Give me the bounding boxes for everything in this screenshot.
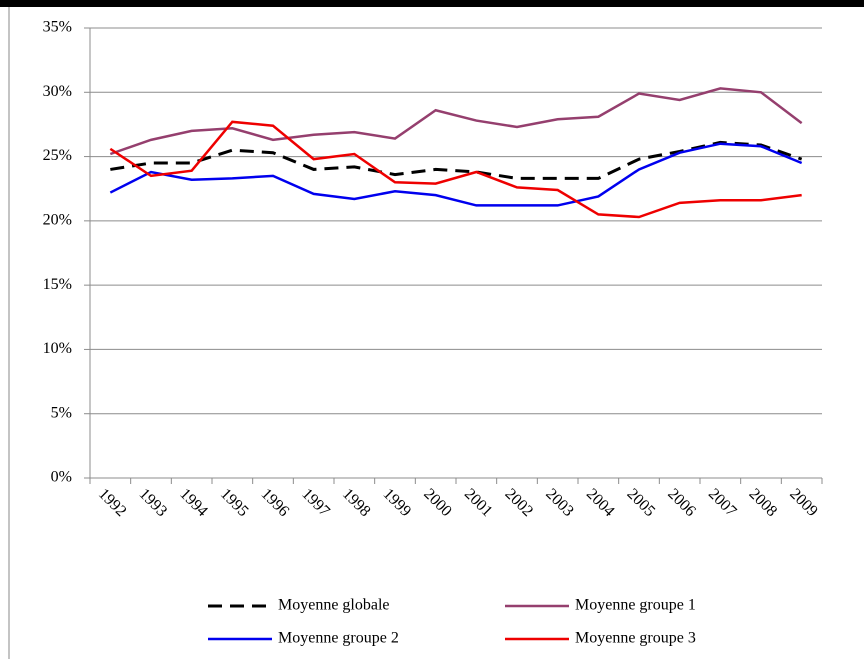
- legend-label: Moyenne globale: [278, 597, 390, 614]
- legend-label: Moyenne groupe 2: [278, 630, 399, 647]
- x-tick-label: 1993: [136, 485, 171, 520]
- y-tick-label: 35%: [43, 19, 72, 36]
- x-tick-label: 2003: [542, 485, 577, 520]
- top-border: [0, 0, 864, 7]
- y-tick-label: 20%: [43, 212, 72, 229]
- legend-label: Moyenne groupe 3: [575, 630, 696, 647]
- x-tick-label: 1997: [298, 485, 333, 520]
- y-tick-label: 15%: [43, 276, 72, 293]
- y-tick-label: 25%: [43, 147, 72, 164]
- x-tick-label: 1999: [380, 485, 415, 520]
- x-tick-label: 1995: [217, 485, 252, 520]
- x-tick-label: 2006: [664, 485, 699, 520]
- series-line: [110, 140, 803, 180]
- x-tick-label: 2005: [624, 485, 659, 520]
- y-tick-label: 5%: [51, 404, 72, 421]
- x-tick-label: 1998: [339, 485, 374, 520]
- x-tick-label: 2008: [746, 485, 781, 520]
- x-tick-label: 1996: [258, 485, 293, 520]
- x-tick-label: 2004: [583, 485, 618, 520]
- x-tick-label: 2009: [786, 485, 821, 520]
- series-line: [109, 120, 802, 219]
- x-tick-label: 1992: [95, 485, 130, 520]
- x-tick-label: 2007: [705, 485, 740, 520]
- series-line: [109, 142, 803, 207]
- x-tick-label: 2000: [420, 485, 455, 520]
- x-tick-label: 2001: [461, 485, 496, 520]
- x-tick-label: 2002: [502, 485, 537, 520]
- legend-label: Moyenne groupe 1: [575, 597, 696, 614]
- x-tick-label: 1994: [176, 485, 211, 520]
- y-tick-label: 0%: [51, 469, 72, 486]
- y-tick-label: 10%: [43, 340, 72, 357]
- y-tick-label: 30%: [43, 83, 72, 100]
